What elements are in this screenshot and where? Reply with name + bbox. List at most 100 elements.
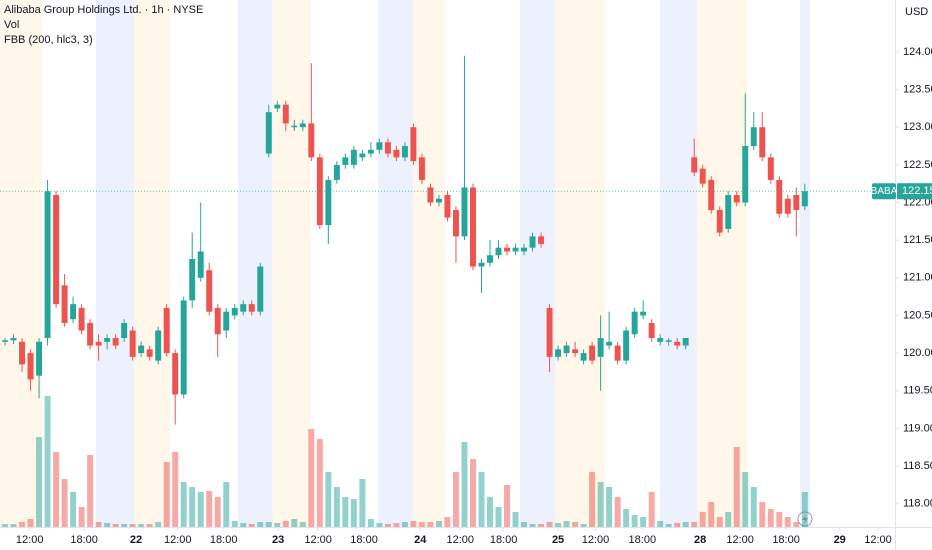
candle-body	[291, 125, 298, 128]
candle-body	[504, 247, 510, 252]
x-tick-label: 18:00	[629, 534, 657, 546]
volume-bar	[597, 482, 604, 527]
volume-bar	[44, 396, 51, 527]
volume-bar	[393, 523, 400, 527]
volume-bar	[291, 519, 298, 527]
volume-bar	[27, 519, 34, 527]
x-tick-label: 29	[834, 534, 846, 546]
candle-body	[257, 266, 264, 312]
volume-bar	[674, 523, 681, 527]
candle-body	[393, 149, 400, 158]
candle-body	[248, 304, 255, 312]
candle-body	[733, 194, 740, 203]
volume-bar	[793, 522, 800, 527]
volume-bar	[427, 522, 434, 527]
postmarket-band	[800, 0, 810, 527]
volume-bar	[470, 459, 476, 527]
candle-body	[78, 307, 85, 331]
x-tick-label: 12:00	[726, 534, 754, 546]
volume-bar	[333, 487, 340, 527]
volume-bar	[95, 522, 102, 527]
candle-body	[342, 157, 349, 165]
candle-body	[742, 146, 749, 203]
volume-bar	[214, 497, 221, 527]
candle-body	[138, 345, 145, 354]
volume-bar	[401, 522, 408, 527]
candle-body	[665, 340, 672, 342]
volume-bar	[155, 522, 162, 527]
x-tick-label: 12:00	[582, 534, 610, 546]
candle-body	[19, 341, 26, 365]
y-tick-label: 120.00	[903, 347, 932, 359]
volume-bar	[418, 522, 425, 527]
y-tick-label: 124.00	[903, 46, 932, 58]
candle-body	[376, 142, 383, 150]
candles	[2, 55, 808, 425]
volume-bar	[512, 512, 519, 527]
candle-body	[699, 168, 706, 184]
candle-body	[725, 194, 732, 229]
volume-bar	[589, 472, 596, 527]
volume-bar	[61, 479, 68, 527]
volume-bar	[359, 479, 366, 527]
candle-body	[708, 179, 715, 211]
candle-body	[27, 353, 34, 380]
y-tick-label: 122.50	[903, 159, 932, 171]
candle-body	[801, 191, 808, 207]
volume-bar	[376, 523, 383, 527]
volume-bar	[274, 523, 281, 527]
volume-bar	[163, 462, 170, 527]
candle-body	[750, 127, 757, 147]
candle-body	[529, 236, 536, 248]
candle-body	[359, 153, 366, 158]
volume-bar	[538, 524, 545, 527]
volume-bar	[546, 522, 553, 527]
candle-body	[538, 236, 545, 244]
volume-bar	[104, 523, 111, 527]
candle-body	[572, 349, 579, 354]
candle-body	[61, 285, 68, 323]
volume-bar	[699, 512, 706, 527]
candle-body	[104, 338, 111, 342]
volume-bar	[206, 491, 213, 527]
volume-bar	[70, 492, 77, 527]
y-tick-label: 122.00	[903, 196, 932, 208]
volume-bar	[138, 524, 145, 527]
candle-body	[95, 341, 102, 346]
y-tick-label: 121.50	[903, 234, 932, 246]
x-tick-label: 24	[414, 534, 427, 546]
candle-body	[214, 307, 221, 335]
x-tick-label: 12:00	[864, 534, 892, 546]
volume-bar	[767, 509, 774, 527]
postmarket-band	[520, 0, 555, 527]
volume-bar	[631, 515, 638, 527]
candle-body	[580, 353, 587, 361]
candle-body	[767, 157, 774, 180]
y-tick-label: 123.50	[903, 83, 932, 95]
volume-bar	[759, 502, 766, 527]
candle-body	[180, 300, 187, 395]
volume-bar	[580, 524, 587, 527]
session-bands	[0, 0, 810, 527]
candle-body	[240, 304, 247, 312]
candle-body	[231, 307, 238, 316]
x-tick-label: 23	[272, 534, 284, 546]
premarket-band	[697, 0, 747, 527]
volume-bar	[572, 522, 579, 527]
candle-body	[640, 311, 647, 316]
candle-body	[461, 187, 468, 237]
volume-bar	[461, 442, 468, 527]
y-tick-label: 119.50	[903, 385, 932, 397]
volume-bar	[623, 509, 630, 527]
x-tick-label: 18:00	[210, 534, 238, 546]
currency-label: USD	[905, 6, 928, 18]
x-tick-label: 12:00	[164, 534, 192, 546]
x-tick-label: 12:00	[304, 534, 332, 546]
volume-bar	[10, 524, 17, 527]
volume-bar	[231, 521, 238, 527]
premarket-band	[134, 0, 170, 527]
volume-bar	[784, 517, 791, 527]
candle-body	[274, 104, 281, 109]
candle-body	[172, 353, 179, 395]
candle-body	[44, 191, 51, 339]
